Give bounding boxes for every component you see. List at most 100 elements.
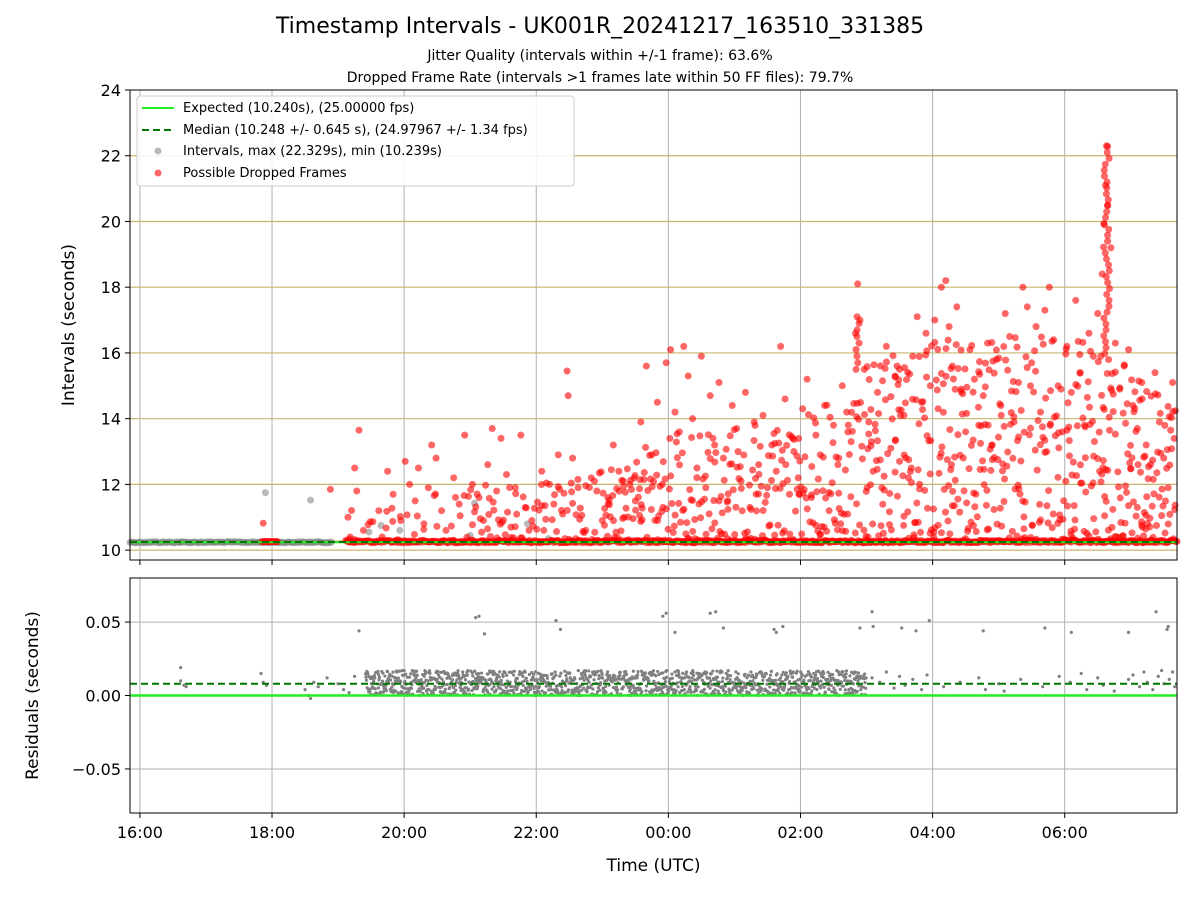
- dropped-frame-point: [1149, 533, 1157, 541]
- dropped-frame-point: [1100, 314, 1108, 322]
- dropped-frame-point: [763, 484, 771, 492]
- residual-point: [664, 684, 668, 688]
- residual-point: [856, 671, 861, 675]
- dropped-frame-point: [525, 526, 533, 534]
- residual-point: [373, 687, 377, 691]
- dropped-frame-point: [970, 375, 978, 383]
- residual-point: [563, 684, 568, 688]
- dropped-frame-point: [912, 396, 920, 404]
- dropped-frame-point: [759, 411, 767, 419]
- dropped-frame-point: [1065, 452, 1073, 460]
- residual-point: [724, 690, 728, 694]
- dropped-frame-point: [1076, 369, 1084, 377]
- residuals-xtick-label: 18:00: [249, 823, 295, 842]
- residual-point: [475, 687, 479, 691]
- dropped-frame-point: [856, 521, 864, 529]
- intervals-axes: 10 12 14 16 18 20 22 24 Intervals (seconds): [59, 81, 1178, 565]
- residual-point: [760, 687, 764, 691]
- residual-point: [504, 685, 508, 690]
- dropped-frame-point: [998, 522, 1006, 530]
- residual-point: [919, 688, 924, 692]
- residual-point: [728, 678, 732, 682]
- residual-point: [535, 678, 539, 682]
- residual-point: [777, 686, 781, 690]
- dropped-frame-point: [887, 393, 895, 401]
- dropped-frame-point: [1105, 413, 1113, 421]
- dropped-frame-point: [838, 382, 846, 390]
- residual-point: [1079, 671, 1083, 676]
- residual-point: [642, 674, 646, 679]
- dropped-frame-point: [1104, 231, 1112, 239]
- dropped-frame-point: [853, 500, 861, 508]
- dropped-frame-point: [464, 492, 472, 500]
- dropped-frame-point: [780, 527, 788, 535]
- dropped-frame-point: [574, 484, 582, 492]
- residual-point: [856, 674, 860, 678]
- dropped-frame-point: [485, 511, 493, 519]
- residual-point: [761, 678, 765, 682]
- residual-point: [638, 687, 642, 691]
- dropped-frame-point: [808, 462, 816, 470]
- residual-point: [656, 669, 660, 674]
- residual-point: [849, 670, 854, 674]
- residual-point: [681, 671, 685, 675]
- dropped-frame-point: [554, 451, 562, 459]
- dropped-frame-point: [971, 503, 979, 511]
- residuals-xtick-label: 06:00: [1042, 823, 1088, 842]
- residual-point: [690, 676, 694, 680]
- residual-point: [702, 687, 706, 691]
- residual-point: [673, 670, 677, 674]
- dropped-frame-point: [878, 484, 886, 492]
- residual-point: [471, 679, 475, 684]
- dropped-frame-point: [997, 402, 1005, 410]
- dropped-frame-point: [1158, 485, 1166, 493]
- dropped-frame-point: [904, 508, 912, 516]
- dropped-frame-point: [828, 479, 836, 487]
- dropped-frame-point: [475, 494, 483, 502]
- residuals-ytick-label: −0.05: [72, 760, 121, 779]
- dropped-frame-point: [1143, 388, 1151, 396]
- dropped-frame-point: [1092, 528, 1100, 536]
- dropped-frame-point: [719, 454, 727, 462]
- dropped-frame-point: [1128, 376, 1136, 384]
- residual-point: [341, 688, 346, 692]
- dropped-frame-point: [914, 466, 922, 474]
- residual-point: [755, 673, 759, 677]
- dropped-frame-point: [930, 505, 938, 513]
- dropped-frame-point: [1106, 426, 1114, 434]
- residual-point: [259, 671, 263, 676]
- dropped-frame-point: [961, 535, 969, 543]
- residual-point: [850, 687, 854, 691]
- residual-point: [721, 676, 725, 680]
- dropped-frame-point: [944, 336, 952, 344]
- dropped-frame-point: [675, 499, 683, 507]
- dropped-frame-point: [1010, 413, 1018, 421]
- residual-point: [772, 627, 776, 632]
- dropped-frame-point: [1109, 505, 1117, 513]
- residual-point: [377, 678, 381, 682]
- residual-point: [791, 670, 795, 674]
- residual-point: [684, 670, 689, 674]
- dropped-frame-point: [1105, 267, 1113, 275]
- dropped-frame-point: [1164, 484, 1172, 492]
- dropped-frame-point: [973, 513, 981, 521]
- dropped-frame-point: [969, 522, 977, 530]
- residual-point: [864, 686, 868, 690]
- dropped-frame-point: [1036, 500, 1044, 508]
- dropped-frame-point: [348, 506, 356, 514]
- dropped-frame-point: [984, 421, 992, 429]
- dropped-frame-point: [1099, 457, 1107, 465]
- dropped-frame-point: [931, 338, 939, 346]
- dropped-frame-point: [712, 449, 720, 457]
- residual-point: [465, 673, 469, 677]
- dropped-frame-point: [689, 527, 697, 535]
- dropped-frame-point: [689, 415, 697, 423]
- dropped-frame-point: [1048, 524, 1056, 532]
- residual-point: [537, 690, 541, 694]
- dropped-frame-point: [1114, 468, 1122, 476]
- dropped-frame-point: [816, 451, 824, 459]
- dropped-frame-point: [953, 303, 961, 311]
- dropped-frame-point: [548, 516, 556, 524]
- residual-point: [793, 680, 797, 684]
- dropped-frame-point: [1103, 369, 1111, 377]
